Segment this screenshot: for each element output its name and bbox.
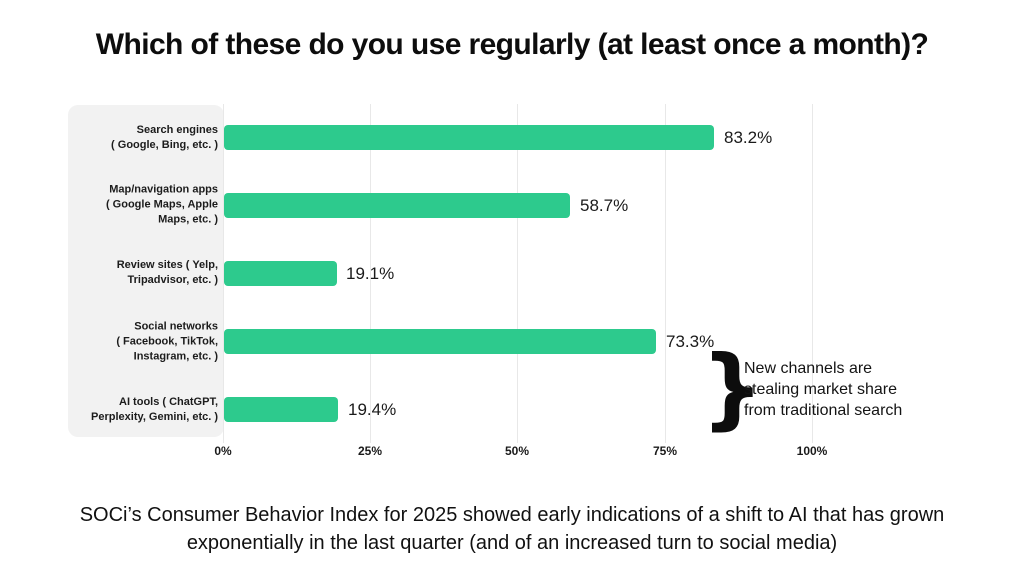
- gridline-25pct: [370, 104, 371, 443]
- curly-brace-icon: }: [701, 336, 764, 439]
- value-label-social-networks: 73.3%: [666, 332, 715, 351]
- x-tick-75: 75%: [652, 444, 678, 458]
- gridline-100pct: [812, 104, 813, 443]
- category-label-panel: [68, 105, 224, 437]
- category-label-review-sites: Review sites ( Yelp, Tripadvisor, etc. ): [116, 259, 218, 286]
- category-label-map-apps: Map/navigation apps ( Google Maps, Apple…: [105, 183, 218, 226]
- category-label-social-networks: Social networks ( Facebook, TikTok, Inst…: [116, 320, 218, 363]
- x-tick-0: 0%: [214, 444, 232, 458]
- x-tick-25: 25%: [357, 444, 383, 458]
- page-title: Which of these do you use regularly (at …: [95, 28, 929, 61]
- gridline-75pct: [665, 104, 666, 443]
- value-label-map-apps: 58.7%: [580, 196, 629, 215]
- bar-review-sites: [224, 261, 337, 286]
- bar-map-apps: [224, 193, 570, 218]
- bar-ai-tools: [224, 397, 339, 422]
- value-label-review-sites: 19.1%: [346, 264, 395, 283]
- category-label-ai-tools: AI tools ( ChatGPT, Perplexity, Gemini, …: [91, 396, 218, 423]
- category-label-search-engines: Search engines ( Google, Bing, etc. ): [111, 124, 218, 151]
- value-label-search-engines: 83.2%: [724, 128, 773, 147]
- footer-caption: SOCi’s Consumer Behavior Index for 2025 …: [79, 504, 945, 554]
- bar-search-engines: [224, 125, 714, 150]
- bar-social-networks: [224, 329, 656, 354]
- x-tick-100: 100%: [796, 444, 828, 458]
- x-tick-50: 50%: [504, 444, 530, 458]
- gridline-50pct: [517, 104, 518, 443]
- value-label-ai-tools: 19.4%: [348, 400, 397, 419]
- annotation-text: New channels are stealing market share f…: [744, 360, 903, 419]
- gridline-0pct: [223, 104, 224, 443]
